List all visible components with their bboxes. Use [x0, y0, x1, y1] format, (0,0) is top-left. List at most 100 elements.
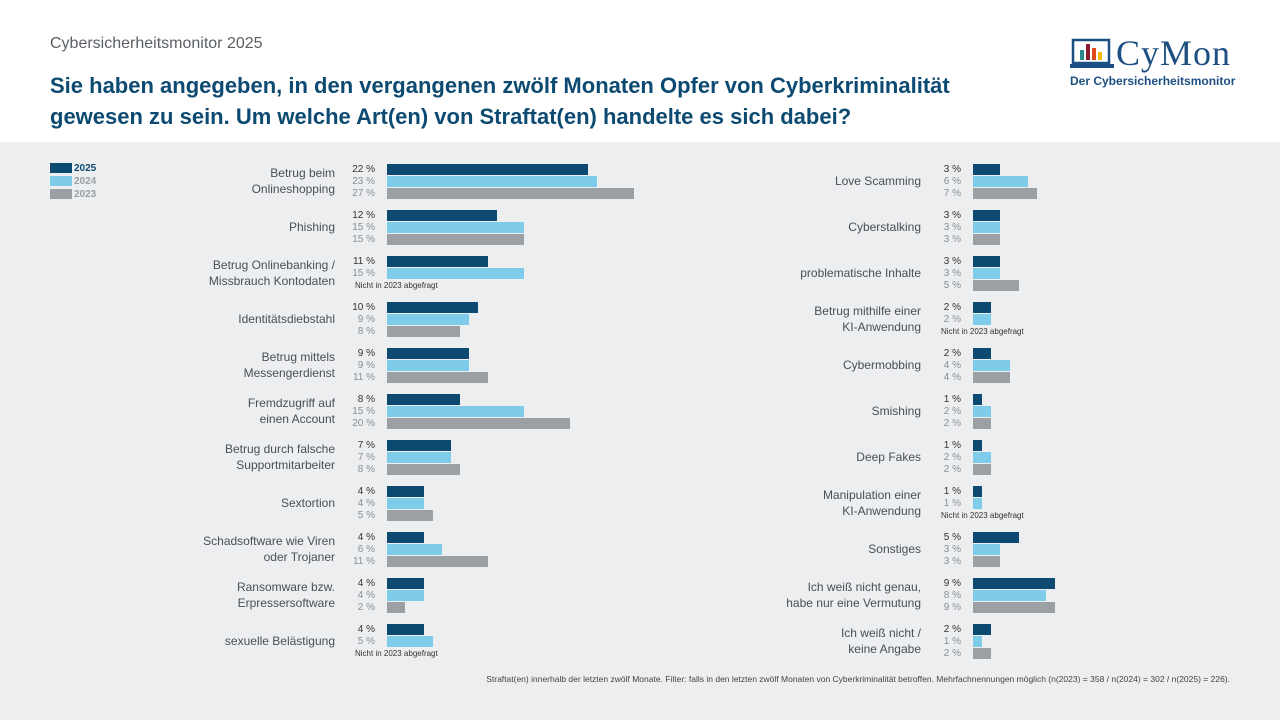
data-label-2023: 2 %	[943, 648, 961, 659]
category-label: Sextortion	[280, 496, 335, 510]
bar-2024	[973, 360, 1010, 371]
legend-swatch	[50, 176, 72, 187]
chart-area	[0, 142, 1280, 720]
bar-2025	[973, 486, 983, 497]
bar-2025	[973, 302, 992, 313]
bar-2025	[973, 532, 1019, 543]
data-label-2023: 2 %	[943, 418, 961, 429]
not-asked-note: Nicht in 2023 abgefragt	[941, 511, 1024, 520]
data-label-2025: 8 %	[357, 394, 375, 405]
bar-2024	[973, 452, 992, 463]
bar-2025	[387, 440, 451, 451]
data-label-2023: 27 %	[352, 188, 375, 199]
bar-2025	[973, 624, 992, 635]
bar-2023	[973, 372, 1010, 383]
category-label: Fremdzugriff auf einen Account	[247, 396, 335, 426]
bar-2025	[973, 394, 983, 405]
bar-2024	[387, 452, 451, 463]
data-label-2024: 4 %	[943, 360, 961, 371]
bar-2023	[387, 326, 461, 337]
bar-2025	[387, 256, 488, 267]
data-label-2023: 7 %	[943, 188, 961, 199]
supertitle: Cybersicherheitsmonitor 2025	[50, 35, 263, 52]
bar-2025	[387, 210, 497, 221]
bar-2023	[973, 602, 1056, 613]
bar-2024	[973, 498, 983, 509]
bar-2024	[973, 268, 1001, 279]
logo-wordmark: CyMon	[1116, 33, 1232, 73]
data-label-2023: 8 %	[357, 464, 375, 475]
bar-2024	[973, 176, 1028, 187]
data-label-2025: 1 %	[943, 440, 961, 451]
bar-2025	[387, 578, 424, 589]
data-label-2025: 9 %	[357, 348, 375, 359]
category-label: Phishing	[288, 220, 335, 234]
legend-label: 2024	[74, 176, 97, 187]
not-asked-note: Nicht in 2023 abgefragt	[355, 281, 438, 290]
header: Cybersicherheitsmonitor 2025 Sie haben a…	[0, 0, 1280, 142]
category-label: Cyberstalking	[848, 220, 921, 234]
bar-2025	[973, 578, 1056, 589]
bar-2023	[973, 648, 992, 659]
data-label-2025: 11 %	[352, 256, 375, 267]
logo-subtitle: Der Cybersicherheitsmonitor	[1070, 74, 1236, 88]
data-label-2025: 2 %	[943, 302, 961, 313]
bar-2024	[973, 222, 1001, 233]
laptop-chart-icon	[1070, 38, 1114, 68]
data-label-2024: 4 %	[357, 498, 375, 509]
data-label-2024: 15 %	[352, 406, 375, 417]
data-label-2024: 9 %	[357, 360, 375, 371]
data-label-2023: 15 %	[352, 234, 375, 245]
category-label: sexuelle Belästigung	[224, 634, 335, 648]
data-label-2025: 3 %	[943, 164, 961, 175]
data-label-2025: 10 %	[352, 302, 375, 313]
category-label: Ich weiß nicht / keine Angabe	[840, 626, 921, 656]
bar-2024	[387, 268, 525, 279]
data-label-2025: 2 %	[943, 348, 961, 359]
bar-2023	[387, 188, 634, 199]
bar-2024	[387, 590, 424, 601]
bar-2024	[387, 406, 525, 417]
not-asked-note: Nicht in 2023 abgefragt	[941, 327, 1024, 336]
bar-2024	[387, 360, 470, 371]
data-label-2023: 20 %	[352, 418, 375, 429]
category-label: Betrug Onlinebanking / Missbrauch Kontoda…	[208, 258, 335, 288]
category-label: Cybermobbing	[842, 358, 921, 372]
data-label-2025: 9 %	[943, 578, 961, 589]
bar-2025	[973, 210, 1001, 221]
bar-2025	[973, 256, 1001, 267]
legend-label: 2023	[74, 189, 97, 200]
bar-2023	[387, 418, 570, 429]
bar-2023	[387, 556, 488, 567]
category-label: problematische Inhalte	[800, 266, 921, 280]
bar-2024	[387, 544, 442, 555]
legend-swatch	[50, 163, 72, 174]
bar-2024	[973, 314, 992, 325]
bar-2023	[973, 280, 1019, 291]
data-label-2023: 3 %	[943, 556, 961, 567]
data-label-2025: 7 %	[357, 440, 375, 451]
data-label-2025: 12 %	[352, 210, 375, 221]
category-label: Identitätsdiebstahl	[238, 312, 335, 326]
legend-item-2024: 2024	[50, 176, 96, 187]
data-label-2024: 23 %	[352, 176, 375, 187]
page-title: Sie haben angegeben, in den vergangenen …	[50, 73, 950, 129]
bar-2024	[973, 636, 983, 647]
bar-2024	[973, 544, 1001, 555]
data-label-2024: 9 %	[357, 314, 375, 325]
data-label-2025: 3 %	[943, 210, 961, 221]
data-label-2024: 8 %	[943, 590, 961, 601]
bar-2023	[973, 234, 1001, 245]
bar-2024	[973, 590, 1047, 601]
bar-2023	[387, 234, 525, 245]
category-label: Schadsoftware wie Viren oder Trojaner	[203, 534, 335, 564]
bar-2023	[387, 510, 433, 521]
data-label-2025: 5 %	[943, 532, 961, 543]
data-label-2024: 2 %	[943, 314, 961, 325]
bar-2024	[387, 222, 525, 233]
data-label-2024: 3 %	[943, 268, 961, 279]
category-label: Ich weiß nicht genau, habe nur eine Vermu…	[786, 580, 921, 610]
bar-2024	[387, 314, 470, 325]
bar-2025	[387, 348, 470, 359]
legend-label: 2025	[74, 163, 97, 174]
